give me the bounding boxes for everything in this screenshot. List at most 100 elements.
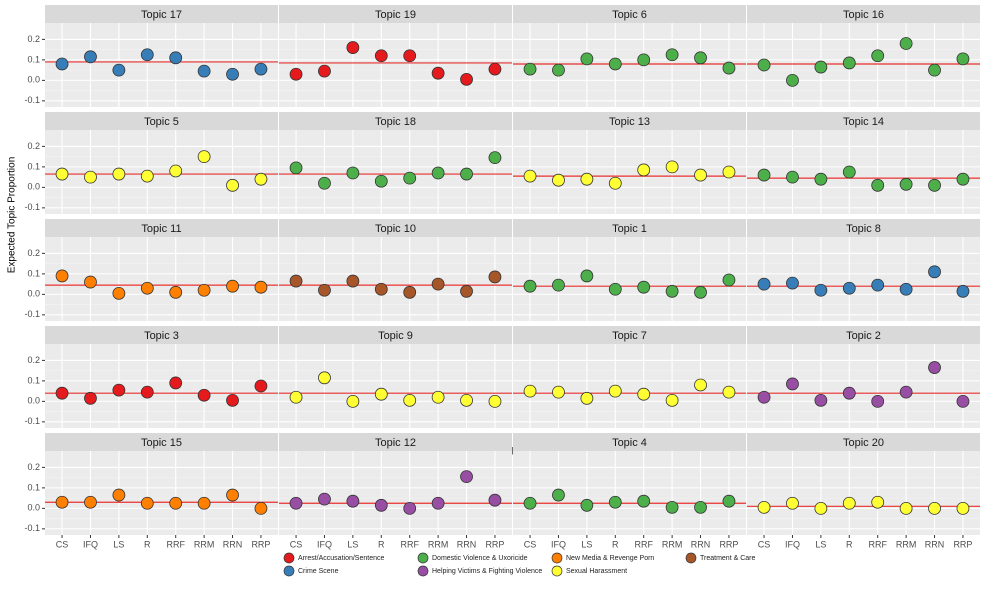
point	[871, 278, 885, 292]
point	[757, 58, 771, 72]
strip	[45, 326, 278, 344]
point	[694, 285, 707, 299]
point	[403, 501, 417, 515]
point	[871, 394, 885, 408]
point	[665, 393, 679, 407]
point	[374, 174, 388, 188]
point	[55, 269, 69, 283]
strip	[513, 433, 746, 451]
legend-swatch	[551, 565, 563, 577]
point	[842, 386, 856, 400]
panel-bg	[747, 344, 980, 428]
y-axis-title: Expected Topic Proportion	[7, 157, 18, 274]
point	[140, 169, 154, 183]
strip	[279, 112, 512, 130]
point	[403, 285, 417, 299]
legend-label: Crime Scene	[298, 568, 339, 575]
point	[55, 167, 69, 181]
point	[814, 283, 828, 297]
point	[665, 48, 679, 62]
legend-swatch	[283, 552, 295, 564]
point	[871, 49, 885, 63]
point	[665, 500, 679, 514]
point	[488, 62, 502, 76]
point	[226, 67, 239, 81]
point	[523, 169, 537, 183]
point	[346, 394, 360, 408]
x-tick-label: RRN	[691, 539, 711, 549]
point	[84, 391, 97, 405]
panel-title: Topic 16	[843, 9, 884, 21]
point	[289, 67, 303, 81]
point	[488, 270, 502, 284]
point	[460, 167, 473, 181]
point	[928, 361, 941, 374]
point	[55, 57, 69, 71]
strip	[513, 219, 746, 237]
strip	[45, 219, 278, 237]
panel-title: Topic 10	[375, 223, 416, 235]
panel-bg	[45, 451, 278, 535]
point	[254, 280, 268, 294]
strip	[747, 112, 980, 130]
point	[842, 281, 856, 295]
x-tick-label: RRF	[400, 539, 419, 549]
strip	[45, 5, 278, 23]
point	[722, 165, 736, 179]
point	[608, 282, 622, 296]
point	[169, 51, 183, 65]
x-tick-label: R	[144, 539, 151, 549]
panel-title: Topic 5	[144, 116, 179, 128]
x-tick-label: LS	[347, 539, 358, 549]
point	[814, 172, 828, 186]
legend-swatch	[417, 552, 429, 564]
point	[722, 273, 736, 287]
point	[84, 495, 97, 509]
panel-bg	[45, 237, 278, 321]
strip	[279, 433, 512, 451]
point	[318, 64, 331, 78]
panel-title: Topic 18	[375, 116, 416, 128]
point	[580, 52, 594, 66]
x-tick-label: IFQ	[83, 539, 98, 549]
x-tick-label: CS	[758, 539, 771, 549]
point	[928, 63, 941, 77]
panel-title: Topic 14	[843, 116, 884, 128]
point	[871, 178, 885, 192]
point	[346, 494, 360, 508]
panel-bg	[45, 23, 278, 107]
point	[814, 393, 828, 407]
point	[608, 176, 622, 190]
x-tick-label: IFQ	[785, 539, 800, 549]
y-tick-label: 0.1	[27, 54, 40, 64]
point	[488, 151, 502, 165]
point	[757, 277, 771, 291]
x-tick-label: RRP	[251, 539, 270, 549]
panel-title: Topic 15	[141, 437, 182, 449]
point	[254, 501, 268, 515]
point	[899, 177, 913, 191]
y-tick-label: 0.1	[27, 375, 40, 385]
point	[523, 496, 537, 510]
panel-title: Topic 12	[375, 437, 416, 449]
point	[637, 387, 651, 401]
panel-bg	[279, 344, 512, 428]
point	[757, 500, 771, 514]
point	[637, 53, 651, 67]
point	[956, 394, 970, 408]
y-tick-label: 0.1	[27, 482, 40, 492]
point	[112, 488, 126, 502]
point	[169, 376, 183, 390]
point	[786, 73, 799, 87]
x-tick-label: LS	[113, 539, 124, 549]
panel-bg	[747, 451, 980, 535]
point	[55, 386, 69, 400]
point	[197, 150, 211, 164]
panel-bg	[279, 23, 512, 107]
point	[899, 37, 913, 50]
point	[84, 50, 97, 64]
point	[637, 280, 651, 294]
point	[460, 72, 473, 86]
point	[226, 393, 239, 407]
panel-bg	[45, 130, 278, 214]
